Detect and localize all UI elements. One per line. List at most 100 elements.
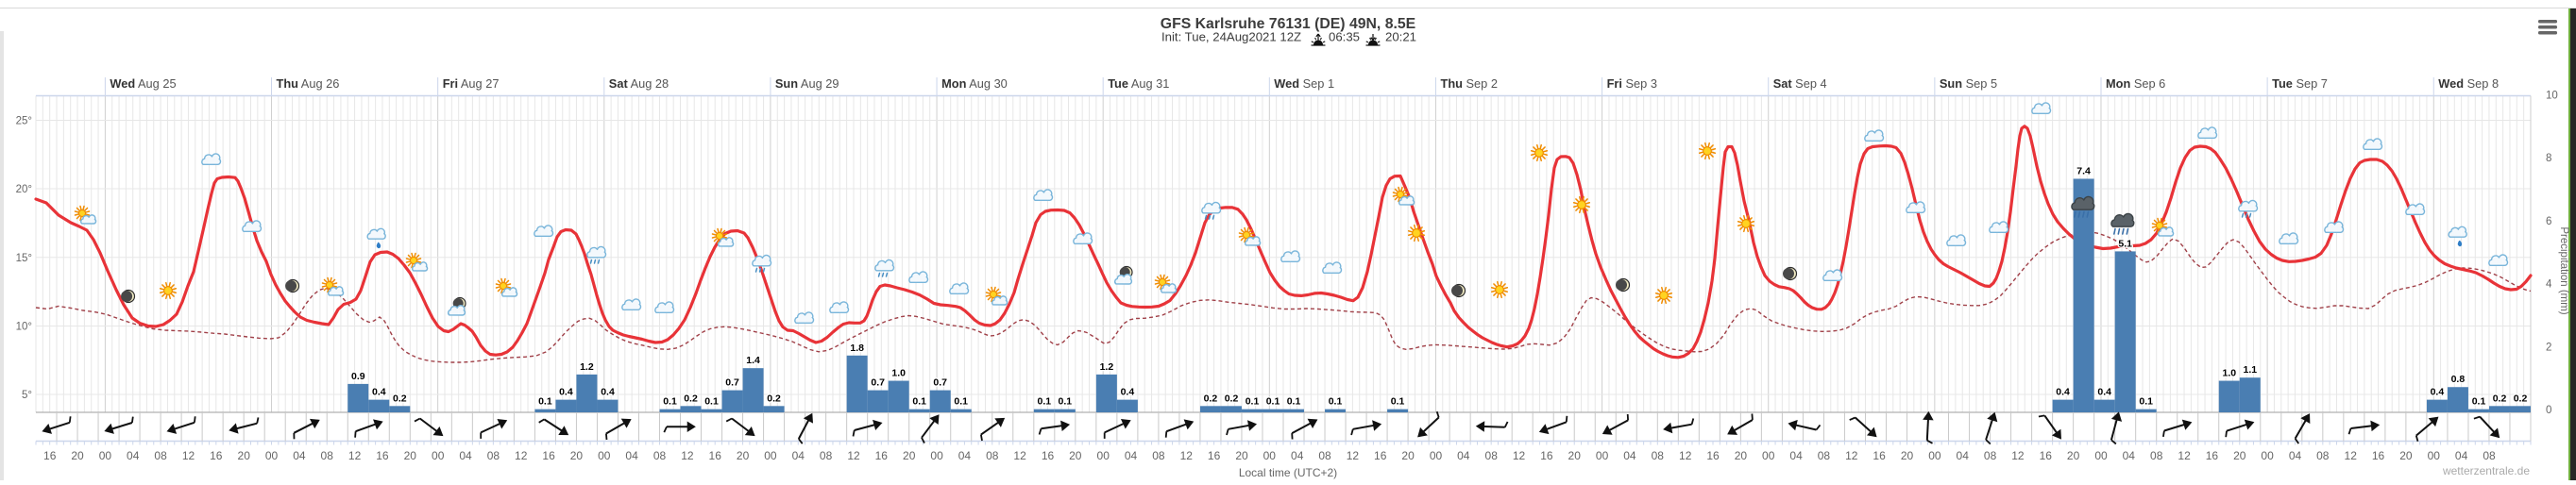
svg-text:5.1: 5.1	[2118, 238, 2132, 249]
svg-text:04: 04	[459, 449, 472, 462]
svg-text:Sun Aug 29: Sun Aug 29	[775, 76, 839, 91]
svg-text:20: 20	[1901, 449, 1914, 462]
svg-text:0.4: 0.4	[559, 387, 573, 398]
svg-text:20: 20	[1235, 449, 1248, 462]
svg-text:04: 04	[1957, 449, 1970, 462]
svg-text:7.4: 7.4	[2076, 166, 2091, 177]
svg-text:12: 12	[1347, 449, 1360, 462]
svg-text:00: 00	[764, 449, 777, 462]
svg-text:0.2: 0.2	[1204, 393, 1218, 404]
svg-text:12: 12	[348, 449, 362, 462]
svg-text:16: 16	[1374, 449, 1387, 462]
svg-text:16: 16	[2372, 449, 2385, 462]
svg-text:00: 00	[2261, 449, 2274, 462]
svg-text:16: 16	[1042, 449, 1055, 462]
svg-text:16: 16	[875, 449, 889, 462]
svg-text:0.7: 0.7	[933, 377, 947, 389]
svg-text:06:35: 06:35	[1329, 30, 1360, 44]
svg-text:1.4: 1.4	[746, 355, 760, 366]
svg-text:04: 04	[1291, 449, 1304, 462]
svg-text:12: 12	[1679, 449, 1692, 462]
svg-text:08: 08	[321, 449, 334, 462]
svg-text:20: 20	[1568, 449, 1582, 462]
svg-text:12: 12	[1180, 449, 1194, 462]
svg-text:1.8: 1.8	[850, 343, 864, 354]
svg-text:0.1: 0.1	[2139, 396, 2153, 408]
svg-text:0.2: 0.2	[393, 393, 407, 404]
svg-text:10: 10	[2546, 91, 2558, 102]
svg-text:20: 20	[2399, 449, 2413, 462]
svg-text:08: 08	[1152, 449, 1165, 462]
svg-text:Mon Aug 30: Mon Aug 30	[941, 76, 1008, 91]
svg-text:Sat Aug 28: Sat Aug 28	[609, 76, 669, 91]
svg-text:0.1: 0.1	[954, 396, 968, 408]
svg-text:10°: 10°	[16, 322, 32, 333]
svg-text:0.2: 0.2	[684, 393, 698, 404]
svg-text:16: 16	[1208, 449, 1221, 462]
svg-text:08: 08	[653, 449, 667, 462]
svg-text:12: 12	[847, 449, 860, 462]
svg-text:1.2: 1.2	[580, 361, 594, 373]
svg-text:16: 16	[542, 449, 555, 462]
svg-text:04: 04	[2455, 449, 2468, 462]
svg-text:0.1: 0.1	[1329, 396, 1343, 408]
svg-text:0.8: 0.8	[2451, 374, 2466, 385]
svg-text:08: 08	[2316, 449, 2330, 462]
svg-text:08: 08	[1818, 449, 1831, 462]
svg-text:Wed Aug 25: Wed Aug 25	[110, 76, 176, 91]
svg-text:04: 04	[2289, 449, 2302, 462]
svg-text:0.1: 0.1	[1246, 396, 1260, 408]
svg-text:Fri Sep 3: Fri Sep 3	[1607, 76, 1657, 91]
svg-text:1.2: 1.2	[1100, 361, 1114, 373]
svg-text:08: 08	[154, 449, 167, 462]
svg-text:04: 04	[1125, 449, 1138, 462]
svg-text:04: 04	[792, 449, 805, 462]
svg-text:Sat Sep 4: Sat Sep 4	[1773, 76, 1827, 91]
svg-text:20:21: 20:21	[1385, 30, 1416, 44]
svg-text:20: 20	[1735, 449, 1748, 462]
svg-text:20: 20	[570, 449, 584, 462]
svg-text:00: 00	[1430, 449, 1443, 462]
svg-text:0.1: 0.1	[704, 396, 719, 408]
svg-text:0.4: 0.4	[1121, 387, 1135, 398]
svg-text:Sun Sep 5: Sun Sep 5	[1940, 76, 1997, 91]
svg-text:20: 20	[2233, 449, 2246, 462]
svg-text:08: 08	[1318, 449, 1331, 462]
svg-text:1.0: 1.0	[2222, 368, 2236, 379]
svg-text:04: 04	[127, 449, 140, 462]
svg-text:20: 20	[737, 449, 750, 462]
svg-text:6: 6	[2546, 216, 2551, 227]
svg-text:15°: 15°	[16, 253, 32, 264]
svg-text:16: 16	[210, 449, 223, 462]
svg-text:0.1: 0.1	[1058, 396, 1072, 408]
svg-text:0.1: 0.1	[1287, 396, 1301, 408]
svg-text:16: 16	[1540, 449, 1553, 462]
svg-text:Precipitation (mm): Precipitation (mm)	[2558, 226, 2569, 314]
svg-text:08: 08	[1652, 449, 1665, 462]
svg-text:Tue Aug 31: Tue Aug 31	[1108, 76, 1169, 91]
svg-text:0.4: 0.4	[372, 387, 386, 398]
svg-text:20: 20	[903, 449, 916, 462]
svg-text:16: 16	[1873, 449, 1886, 462]
svg-text:8: 8	[2546, 153, 2551, 164]
svg-text:0.1: 0.1	[1266, 396, 1280, 408]
svg-text:Wed Sep 8: Wed Sep 8	[2438, 76, 2499, 91]
svg-text:08: 08	[1485, 449, 1499, 462]
svg-text:Fri Aug 27: Fri Aug 27	[443, 76, 500, 91]
svg-text:4: 4	[2546, 279, 2552, 291]
svg-text:0.4: 0.4	[2056, 387, 2070, 398]
svg-text:20: 20	[1401, 449, 1415, 462]
svg-text:12: 12	[515, 449, 528, 462]
svg-text:20: 20	[71, 449, 84, 462]
svg-text:00: 00	[598, 449, 611, 462]
svg-text:0.2: 0.2	[2493, 393, 2507, 404]
svg-text:0: 0	[2546, 405, 2551, 416]
svg-text:20: 20	[2067, 449, 2080, 462]
svg-text:08: 08	[986, 449, 999, 462]
svg-text:1.1: 1.1	[2243, 364, 2257, 376]
svg-text:0.4: 0.4	[601, 387, 615, 398]
svg-text:0.2: 0.2	[767, 393, 781, 404]
svg-text:Wed Sep 1: Wed Sep 1	[1274, 76, 1334, 91]
svg-text:Mon Sep 6: Mon Sep 6	[2106, 76, 2165, 91]
svg-text:20: 20	[404, 449, 417, 462]
